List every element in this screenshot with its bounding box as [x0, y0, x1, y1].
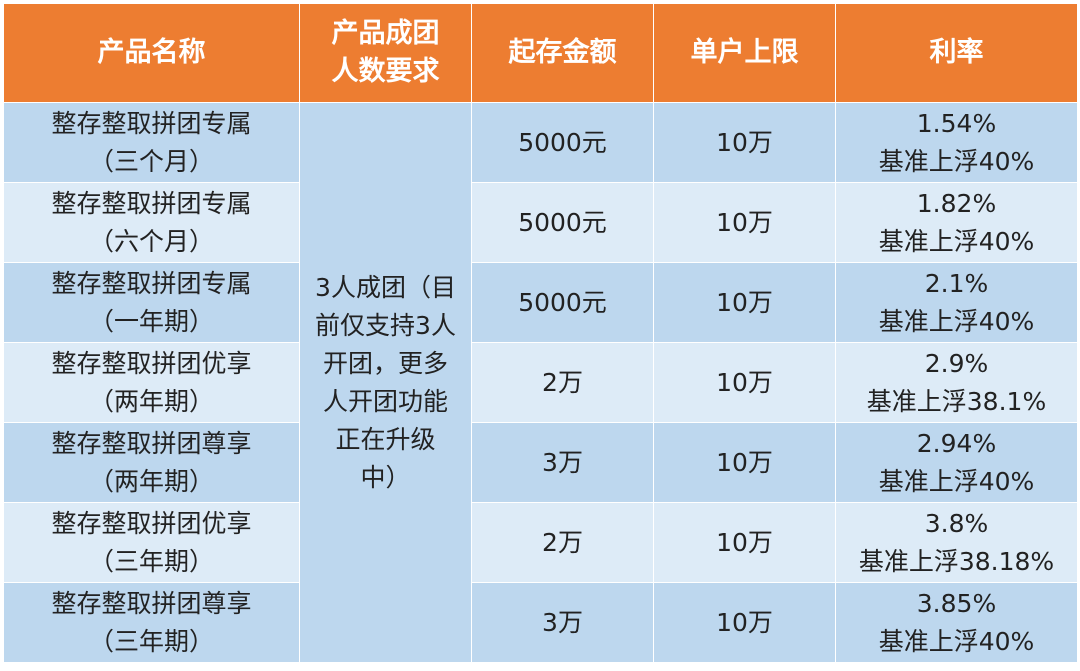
header-account-limit: 单户上限	[653, 3, 836, 103]
table-row: 整存整取拼团尊享 （三年期） 3万 10万 3.85% 基准上浮40%	[3, 582, 1078, 663]
table-row: 整存整取拼团优享 （两年期） 2万 10万 2.9% 基准上浮38.1%	[3, 342, 1078, 423]
account-limit-cell: 10万	[653, 102, 836, 183]
product-name-cell: 整存整取拼团优享 （三年期）	[3, 502, 300, 583]
product-name-cell: 整存整取拼团尊享 （三年期）	[3, 582, 300, 663]
table-row: 整存整取拼团优享 （三年期） 2万 10万 3.8% 基准上浮38.18%	[3, 502, 1078, 583]
table-row: 整存整取拼团专属 （六个月） 5000元 10万 1.82% 基准上浮40%	[3, 182, 1078, 263]
min-deposit-cell: 3万	[471, 582, 654, 663]
account-limit-cell: 10万	[653, 582, 836, 663]
min-deposit-cell: 2万	[471, 502, 654, 583]
min-deposit-cell: 5000元	[471, 102, 654, 183]
table-row: 整存整取拼团尊享 （两年期） 3万 10万 2.94% 基准上浮40%	[3, 422, 1078, 503]
min-deposit-cell: 5000元	[471, 262, 654, 343]
interest-rate-cell: 1.54% 基准上浮40%	[835, 102, 1078, 183]
product-name-cell: 整存整取拼团专属 （一年期）	[3, 262, 300, 343]
header-interest-rate: 利率	[835, 3, 1078, 103]
account-limit-cell: 10万	[653, 182, 836, 263]
min-deposit-cell: 5000元	[471, 182, 654, 263]
product-name-cell: 整存整取拼团专属 （六个月）	[3, 182, 300, 263]
header-min-deposit: 起存金额	[471, 3, 654, 103]
interest-rate-cell: 2.9% 基准上浮38.1%	[835, 342, 1078, 423]
interest-rate-cell: 1.82% 基准上浮40%	[835, 182, 1078, 263]
table-row: 整存整取拼团专属 （三个月） 3人成团（目 前仅支持3人 开团，更多 人开团功能…	[3, 102, 1078, 663]
product-rate-table: 产品名称 产品成团 人数要求 起存金额 单户上限 利率	[3, 3, 1078, 663]
group-requirement-cell: 3人成团（目 前仅支持3人 开团，更多 人开团功能 正在升级 中）	[299, 102, 472, 663]
product-name-cell: 整存整取拼团专属 （三个月）	[3, 102, 300, 183]
account-limit-cell: 10万	[653, 262, 836, 343]
interest-rate-cell: 2.1% 基准上浮40%	[835, 262, 1078, 343]
account-limit-cell: 10万	[653, 422, 836, 503]
table-row: 整存整取拼团专属 （一年期） 5000元 10万 2.1% 基准上浮40%	[3, 262, 1078, 343]
header-product-name: 产品名称	[3, 3, 300, 103]
header-row: 产品名称 产品成团 人数要求 起存金额 单户上限 利率	[3, 3, 1078, 103]
product-name-cell: 整存整取拼团尊享 （两年期）	[3, 422, 300, 503]
min-deposit-cell: 3万	[471, 422, 654, 503]
header-group-size: 产品成团 人数要求	[299, 3, 472, 103]
product-name-cell: 整存整取拼团优享 （两年期）	[3, 342, 300, 423]
interest-rate-cell: 3.8% 基准上浮38.18%	[835, 502, 1078, 583]
interest-rate-cell: 2.94% 基准上浮40%	[835, 422, 1078, 503]
account-limit-cell: 10万	[653, 502, 836, 583]
interest-rate-cell: 3.85% 基准上浮40%	[835, 582, 1078, 663]
account-limit-cell: 10万	[653, 342, 836, 423]
min-deposit-cell: 2万	[471, 342, 654, 423]
product-table-wrapper: 产品名称 产品成团 人数要求 起存金额 单户上限 利率	[3, 3, 1078, 668]
